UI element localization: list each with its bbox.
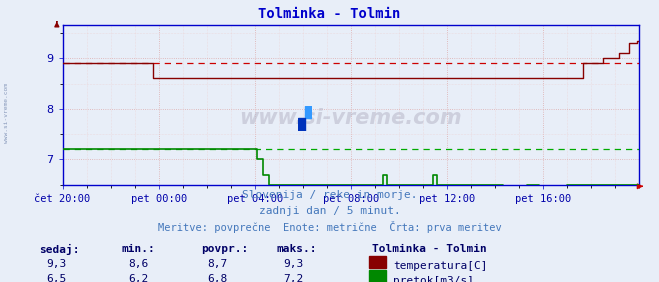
Text: min.:: min.: [122,244,156,254]
Text: www.si-vreme.com: www.si-vreme.com [240,108,462,128]
Text: www.si-vreme.com: www.si-vreme.com [4,83,9,143]
Text: sedaj:: sedaj: [40,244,80,255]
Text: 6,2: 6,2 [129,274,148,282]
Text: Tolminka - Tolmin: Tolminka - Tolmin [372,244,487,254]
Text: 6,5: 6,5 [46,274,66,282]
Text: 6,8: 6,8 [208,274,227,282]
Polygon shape [305,106,312,118]
Text: maks.:: maks.: [277,244,317,254]
Text: 9,3: 9,3 [46,259,66,269]
Text: Meritve: povprečne  Enote: metrične  Črta: prva meritev: Meritve: povprečne Enote: metrične Črta:… [158,221,501,233]
Polygon shape [298,118,305,131]
Text: 8,7: 8,7 [208,259,227,269]
Text: 7,2: 7,2 [283,274,303,282]
Text: 9,3: 9,3 [283,259,303,269]
Text: Tolminka - Tolmin: Tolminka - Tolmin [258,7,401,21]
Text: povpr.:: povpr.: [201,244,248,254]
Text: 8,6: 8,6 [129,259,148,269]
Text: temperatura[C]: temperatura[C] [393,261,488,271]
Text: pretok[m3/s]: pretok[m3/s] [393,276,474,282]
Text: zadnji dan / 5 minut.: zadnji dan / 5 minut. [258,206,401,216]
Text: Slovenija / reke in morje.: Slovenija / reke in morje. [242,190,417,200]
